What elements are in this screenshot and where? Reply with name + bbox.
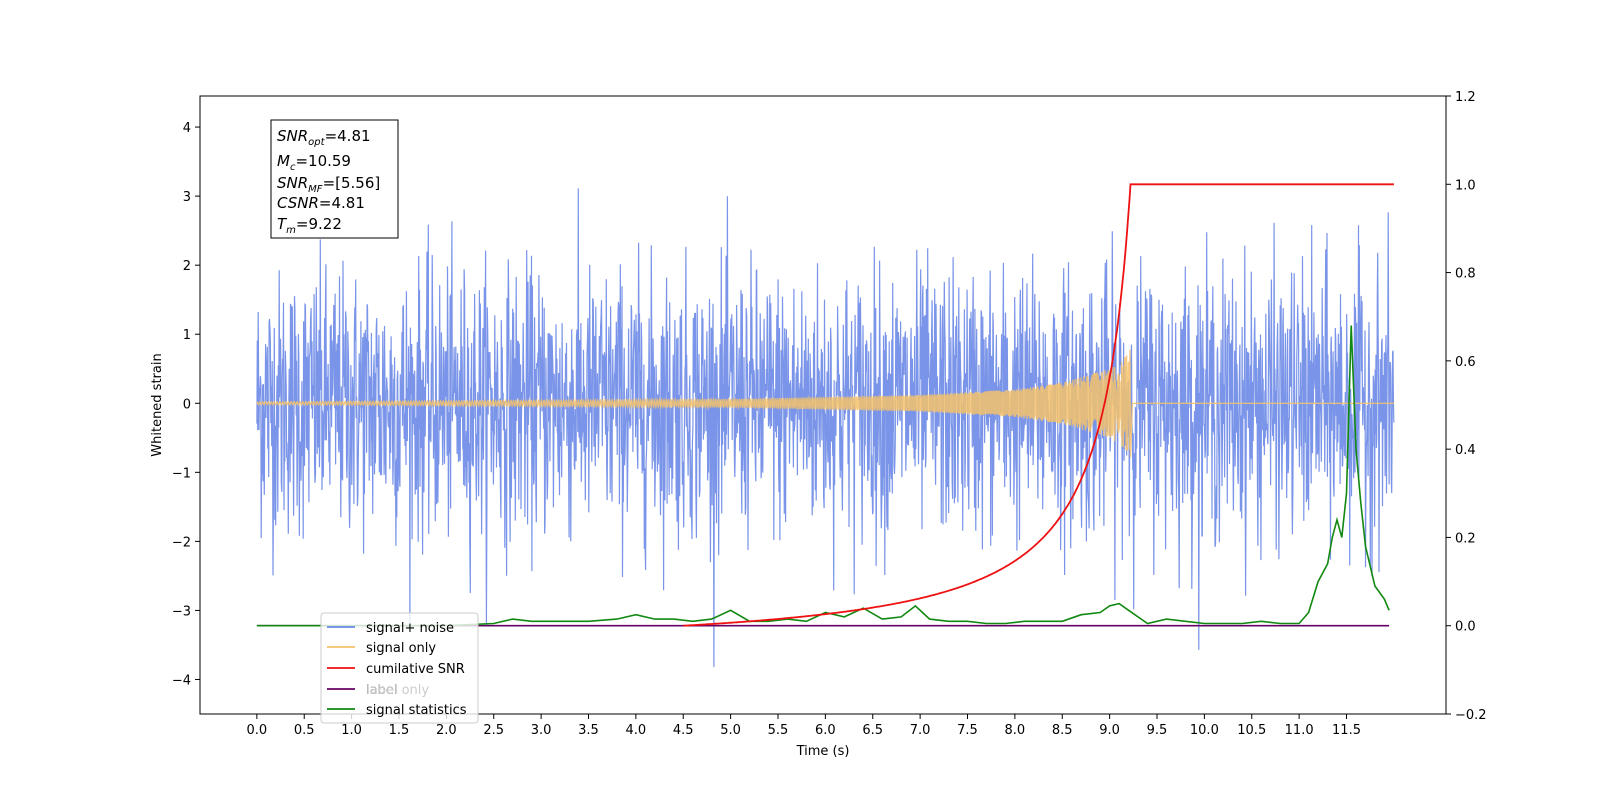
signal-noise-series bbox=[256, 188, 1395, 668]
y-right-tick-label: 0.4 bbox=[1455, 443, 1476, 458]
x-tick-label: 6.5 bbox=[862, 723, 883, 738]
y-left-tick-label: 4 bbox=[183, 121, 191, 136]
y-axis-left-ticks: −4 −3 −2 −1 0 1 2 3 4 bbox=[172, 121, 200, 688]
signal-statistics-series bbox=[256, 325, 1390, 627]
x-tick-label: 8.0 bbox=[1005, 723, 1026, 738]
cumulative-snr-series bbox=[683, 183, 1394, 627]
x-tick-label: 6.0 bbox=[815, 723, 836, 738]
legend-text-label-only: label only bbox=[366, 683, 429, 698]
y-right-tick-label: 0.0 bbox=[1455, 620, 1476, 635]
x-tick-label: 5.5 bbox=[768, 723, 789, 738]
y-left-tick-label: −2 bbox=[172, 535, 191, 550]
x-tick-label: 0.0 bbox=[247, 723, 268, 738]
signal-noise-line bbox=[256, 188, 1395, 668]
x-tick-label: 5.0 bbox=[720, 723, 741, 738]
signal-only-line bbox=[256, 349, 1394, 458]
x-tick-label: 10.0 bbox=[1190, 723, 1219, 738]
x-tick-label: 7.0 bbox=[910, 723, 931, 738]
y-left-tick-label: 2 bbox=[183, 259, 191, 274]
y-right-tick-label: 0.6 bbox=[1455, 355, 1476, 370]
y-left-tick-label: −3 bbox=[172, 604, 191, 619]
legend-text: cumilative SNR bbox=[366, 662, 465, 677]
info-snr-mf: SNRMF=[5.56] bbox=[277, 174, 380, 195]
info-mc: Mc=10.59 bbox=[277, 152, 351, 173]
y-left-tick-label: 0 bbox=[183, 397, 191, 412]
x-tick-label: 8.5 bbox=[1052, 723, 1073, 738]
legend-text: label bbox=[366, 683, 397, 698]
y-right-tick-label: 1.2 bbox=[1455, 90, 1476, 105]
x-axis-ticks: 0.0 0.5 1.0 1.5 2.0 2.5 3.0 3.5 4.0 4.5 5.0 5.5 6.0 6… bbox=[247, 714, 1361, 738]
y-right-tick-label: −0.2 bbox=[1455, 708, 1487, 723]
info-csnr: CSNR=4.81 bbox=[277, 194, 365, 212]
x-tick-label: 9.5 bbox=[1147, 723, 1168, 738]
y-axis-label: Whitened strain bbox=[150, 353, 165, 456]
y-left-tick-label: 3 bbox=[183, 190, 191, 205]
x-tick-label: 11.5 bbox=[1332, 723, 1361, 738]
x-tick-label: 4.5 bbox=[673, 723, 694, 738]
x-tick-label: 4.0 bbox=[626, 723, 647, 738]
x-tick-label: 7.5 bbox=[957, 723, 978, 738]
legend: signal+ noise signal only cumilative SNR la… bbox=[320, 612, 479, 724]
signal-statistics-line bbox=[256, 325, 1390, 627]
x-tick-label: 3.0 bbox=[531, 723, 552, 738]
legend-text: signal only bbox=[366, 641, 436, 656]
y-right-tick-label: 0.8 bbox=[1455, 267, 1476, 282]
signal-only-series bbox=[256, 349, 1394, 458]
x-tick-label: 3.5 bbox=[578, 723, 599, 738]
cumulative-snr-line bbox=[683, 183, 1394, 627]
y-left-tick-label: −1 bbox=[172, 466, 191, 481]
y-axis-right-ticks: −0.2 0.0 0.2 0.4 0.6 0.8 1.0 1.2 bbox=[1446, 90, 1487, 723]
info-snr-opt: SNRopt=4.81 bbox=[277, 127, 371, 148]
plot-area bbox=[199, 95, 1447, 715]
x-tick-label: 1.0 bbox=[341, 723, 362, 738]
y-left-tick-label: 1 bbox=[183, 328, 191, 343]
y-left-tick-label: −4 bbox=[172, 673, 191, 688]
y-right-tick-label: 1.0 bbox=[1455, 178, 1476, 193]
x-tick-label: 9.0 bbox=[1099, 723, 1120, 738]
info-tm: Tm=9.22 bbox=[277, 215, 342, 236]
info-box: SNRopt=4.81 Mc=10.59 SNRMF=[5.56] CSNR=4… bbox=[270, 119, 399, 239]
x-tick-label: 11.0 bbox=[1285, 723, 1314, 738]
x-tick-label: 10.5 bbox=[1237, 723, 1266, 738]
x-tick-label: 2.0 bbox=[436, 723, 457, 738]
x-tick-label: 2.5 bbox=[483, 723, 504, 738]
y-right-tick-label: 0.2 bbox=[1455, 531, 1476, 546]
legend-text: signal statistics bbox=[366, 703, 467, 718]
legend-text: signal+ noise bbox=[366, 621, 454, 636]
x-tick-label: 0.5 bbox=[294, 723, 315, 738]
x-axis-label: Time (s) bbox=[796, 744, 850, 759]
x-tick-label: 1.5 bbox=[389, 723, 410, 738]
